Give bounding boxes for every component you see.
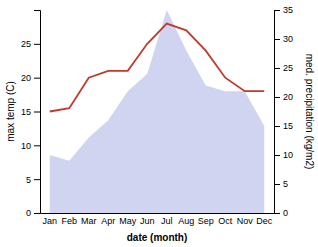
- tick-label: 15: [21, 107, 31, 117]
- tick: Mar: [81, 216, 97, 226]
- y-axis-title: max temp (C): [5, 81, 16, 142]
- axis-line: [34, 11, 41, 214]
- y-axis: 0 5 10 15 20 25: [21, 11, 41, 219]
- tick-label: 20: [283, 92, 293, 102]
- tick: Oct: [218, 216, 233, 226]
- tick-mark: [34, 179, 40, 180]
- tick: 20: [274, 92, 293, 102]
- y2-axis: 0 5 10 15 20 25 30 35: [274, 5, 293, 218]
- axis-line: [275, 11, 281, 214]
- marks: [50, 10, 265, 213]
- tick-label: 35: [283, 5, 293, 15]
- tick: 35: [274, 5, 293, 15]
- tick: 30: [274, 34, 293, 44]
- tick: 10: [274, 150, 293, 160]
- tick-label: Jan: [42, 216, 57, 226]
- tick-label: Apr: [101, 216, 115, 226]
- tick-mark: [274, 213, 280, 214]
- tick-mark: [34, 213, 40, 214]
- tick: 20: [21, 73, 40, 83]
- tick: 25: [274, 63, 293, 73]
- tick: 0: [26, 208, 40, 218]
- area: [50, 10, 265, 213]
- tick-label: Jun: [140, 216, 155, 226]
- tick-label: 25: [21, 39, 31, 49]
- tick-label: Sep: [198, 216, 214, 226]
- x-axis-title: date (month): [127, 232, 188, 243]
- tick-mark: [274, 68, 280, 69]
- tick-label: 10: [21, 141, 31, 151]
- tick-mark: [274, 97, 280, 98]
- tick-label: 30: [283, 34, 293, 44]
- tick-label: Mar: [81, 216, 97, 226]
- line: [50, 24, 265, 112]
- y2-axis-title: med. precipitation (kg/m2): [304, 54, 315, 170]
- tick: Jan: [42, 216, 57, 226]
- tick-mark: [34, 145, 40, 146]
- tick-label: Oct: [218, 216, 233, 226]
- tick-label: May: [119, 216, 137, 226]
- tick: May: [119, 216, 137, 226]
- x-axis: Jan Feb Mar Apr MayJun Jul Aug Sep Oct NovDec: [41, 214, 275, 227]
- tick-mark: [34, 44, 40, 45]
- tick-label: Aug: [178, 216, 194, 226]
- tick: Dec: [256, 216, 273, 226]
- tick: Apr: [101, 216, 115, 226]
- tick: Jul: [161, 216, 173, 226]
- tick-label: Dec: [256, 216, 273, 226]
- tick: Aug: [178, 216, 194, 226]
- tick: 25: [21, 39, 40, 49]
- chart: Jan Feb Mar Apr MayJun Jul Aug Sep Oct NovDec 0 5 10…: [0, 0, 318, 247]
- tick-label: Nov: [237, 216, 254, 226]
- tick: Sep: [198, 216, 214, 226]
- tick-label: 5: [26, 175, 31, 185]
- tick-label: 0: [26, 208, 31, 218]
- chart-container: Jan Feb Mar Apr MayJun Jul Aug Sep Oct NovDec 0 5 10…: [0, 0, 318, 247]
- tick-mark: [34, 112, 40, 113]
- tick-label: 15: [283, 121, 293, 131]
- tick-label: 25: [283, 63, 293, 73]
- tick-mark: [274, 155, 280, 156]
- tick-label: 5: [283, 179, 288, 189]
- tick-mark: [274, 184, 280, 185]
- tick-label: 10: [283, 150, 293, 160]
- tick-label: 0: [283, 208, 288, 218]
- tick: Nov: [237, 216, 254, 226]
- tick-mark: [274, 10, 280, 11]
- plot: Jan Feb Mar Apr MayJun Jul Aug Sep Oct NovDec 0 5 10…: [21, 5, 293, 226]
- tick-mark: [34, 78, 40, 79]
- tick: 15: [274, 121, 293, 131]
- tick-mark: [274, 39, 280, 40]
- tick: 0: [274, 208, 288, 218]
- tick-label: Jul: [161, 216, 173, 226]
- tick-label: Feb: [61, 216, 77, 226]
- tick: Feb: [61, 216, 77, 226]
- tick: Jun: [140, 216, 155, 226]
- tick-mark: [274, 126, 280, 127]
- axis-line: [41, 213, 275, 214]
- tick: 5: [26, 175, 40, 185]
- tick-label: 20: [21, 73, 31, 83]
- tick: 5: [274, 179, 288, 189]
- tick: 10: [21, 141, 40, 151]
- tick: 15: [21, 107, 40, 117]
